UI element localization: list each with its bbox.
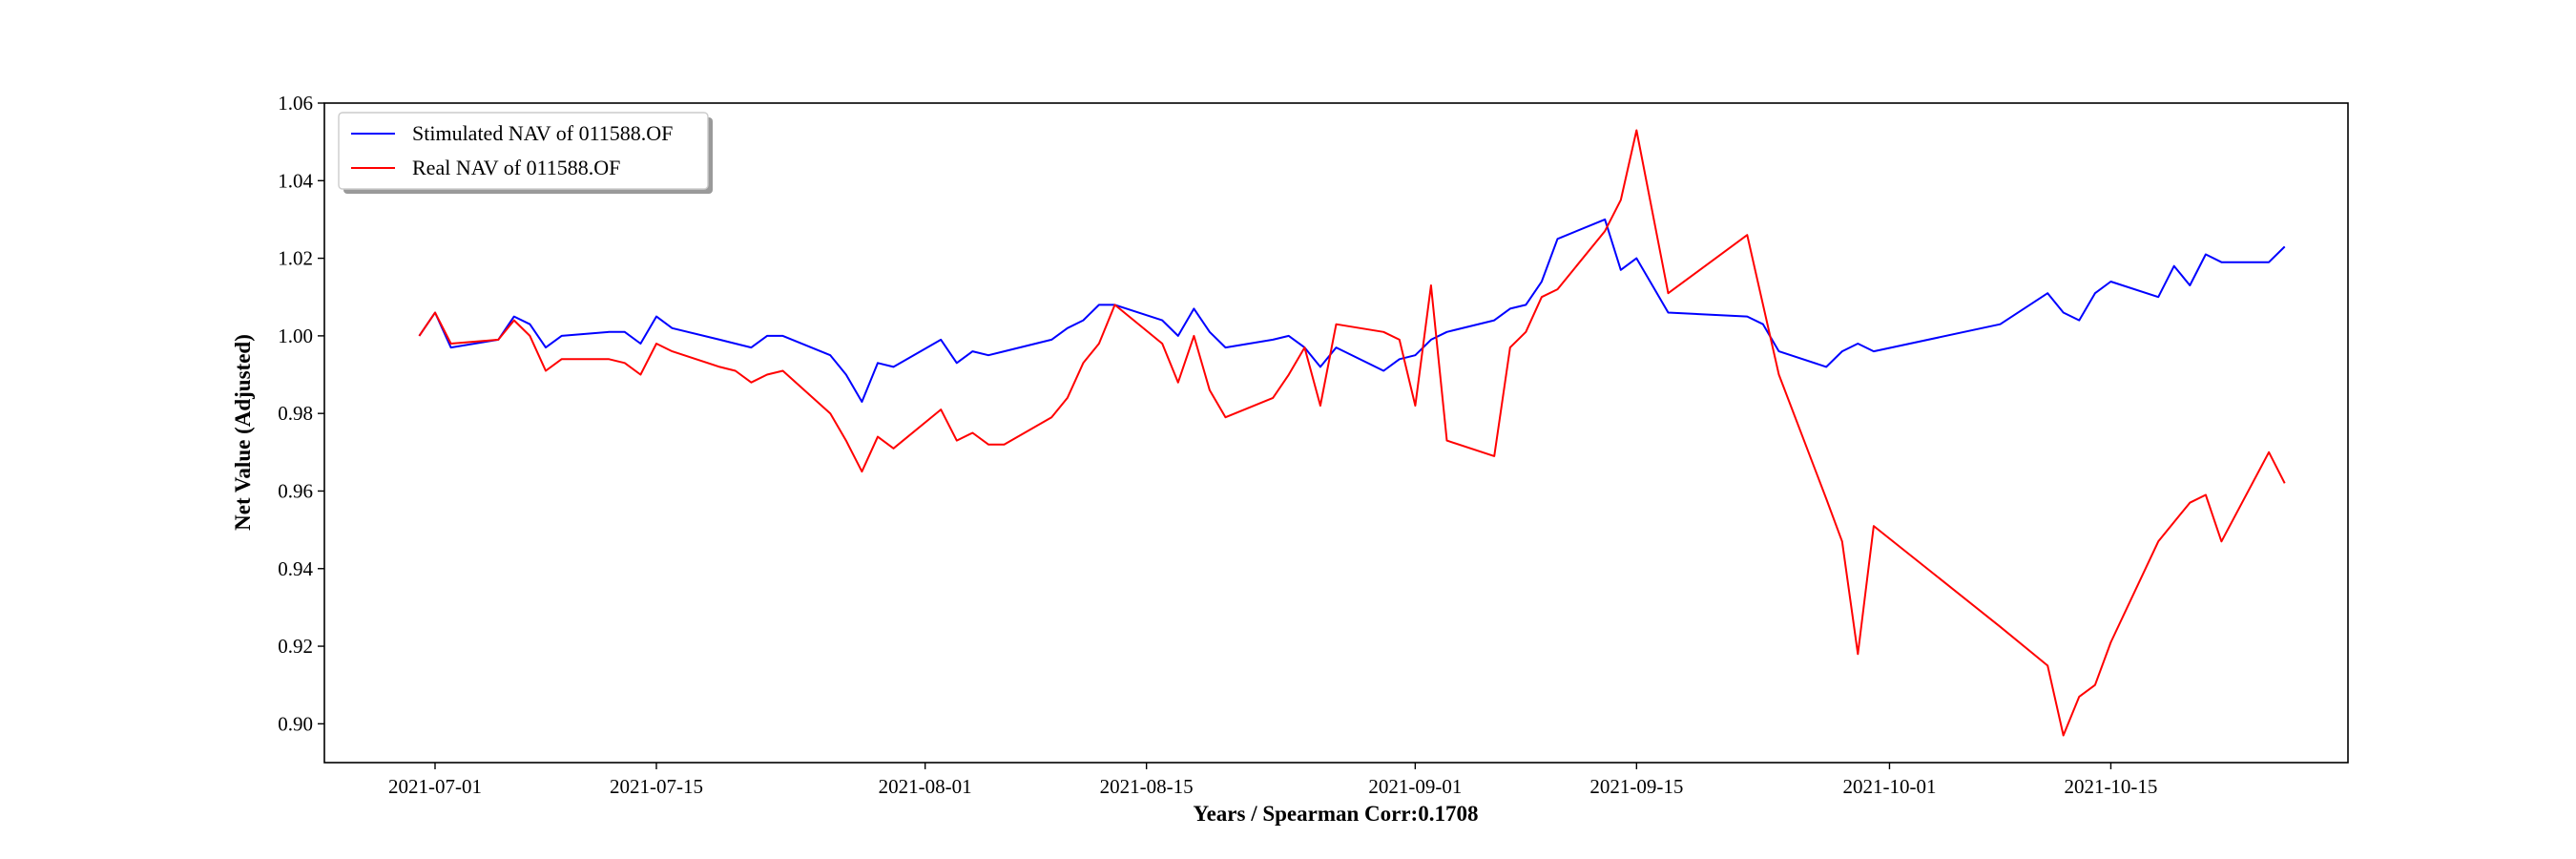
series-layer xyxy=(418,129,2286,737)
y-tick-label: 0.98 xyxy=(278,402,313,425)
y-tick-label: 0.90 xyxy=(278,712,313,735)
y-tick-label: 1.02 xyxy=(278,247,313,270)
series-line-0 xyxy=(418,218,2286,403)
y-tick-label: 1.06 xyxy=(278,92,313,115)
plot-area-frame xyxy=(323,102,2349,764)
y-tick-label: 0.96 xyxy=(278,479,313,502)
x-axis-title: Years / Spearman Corr:0.1708 xyxy=(1194,802,1479,826)
x-tick-label: 2021-07-01 xyxy=(388,775,482,798)
x-tick-label: 2021-08-15 xyxy=(1100,775,1194,798)
legend-label-stimulated: Stimulated NAV of 011588.OF xyxy=(412,121,673,145)
legend: Stimulated NAV of 011588.OF Real NAV of … xyxy=(338,112,713,194)
y-tick-label: 0.92 xyxy=(278,635,313,658)
legend-box xyxy=(338,112,709,190)
y-tick-label: 0.94 xyxy=(278,557,313,580)
x-tick-label: 2021-09-15 xyxy=(1589,775,1683,798)
x-tick-label: 2021-09-01 xyxy=(1368,775,1462,798)
y-tick-label: 1.00 xyxy=(278,325,313,347)
x-tick-label: 2021-07-15 xyxy=(610,775,703,798)
legend-label-real: Real NAV of 011588.OF xyxy=(412,156,620,179)
x-tick-label: 2021-10-01 xyxy=(1842,775,1936,798)
x-tick-label: 2021-08-01 xyxy=(879,775,972,798)
x-axis: 2021-07-01 2021-07-15 2021-08-01 2021-08-15… xyxy=(388,763,2157,798)
y-tick-label: 1.04 xyxy=(278,169,313,192)
series-line-1 xyxy=(418,129,2286,737)
y-axis-title: Net Value (Adjusted) xyxy=(231,334,255,531)
x-tick-label: 2021-10-15 xyxy=(2064,775,2157,798)
y-axis: 0.90 0.92 0.94 0.96 0.98 1.00 1.02 1.04 1.06 xyxy=(278,92,324,735)
